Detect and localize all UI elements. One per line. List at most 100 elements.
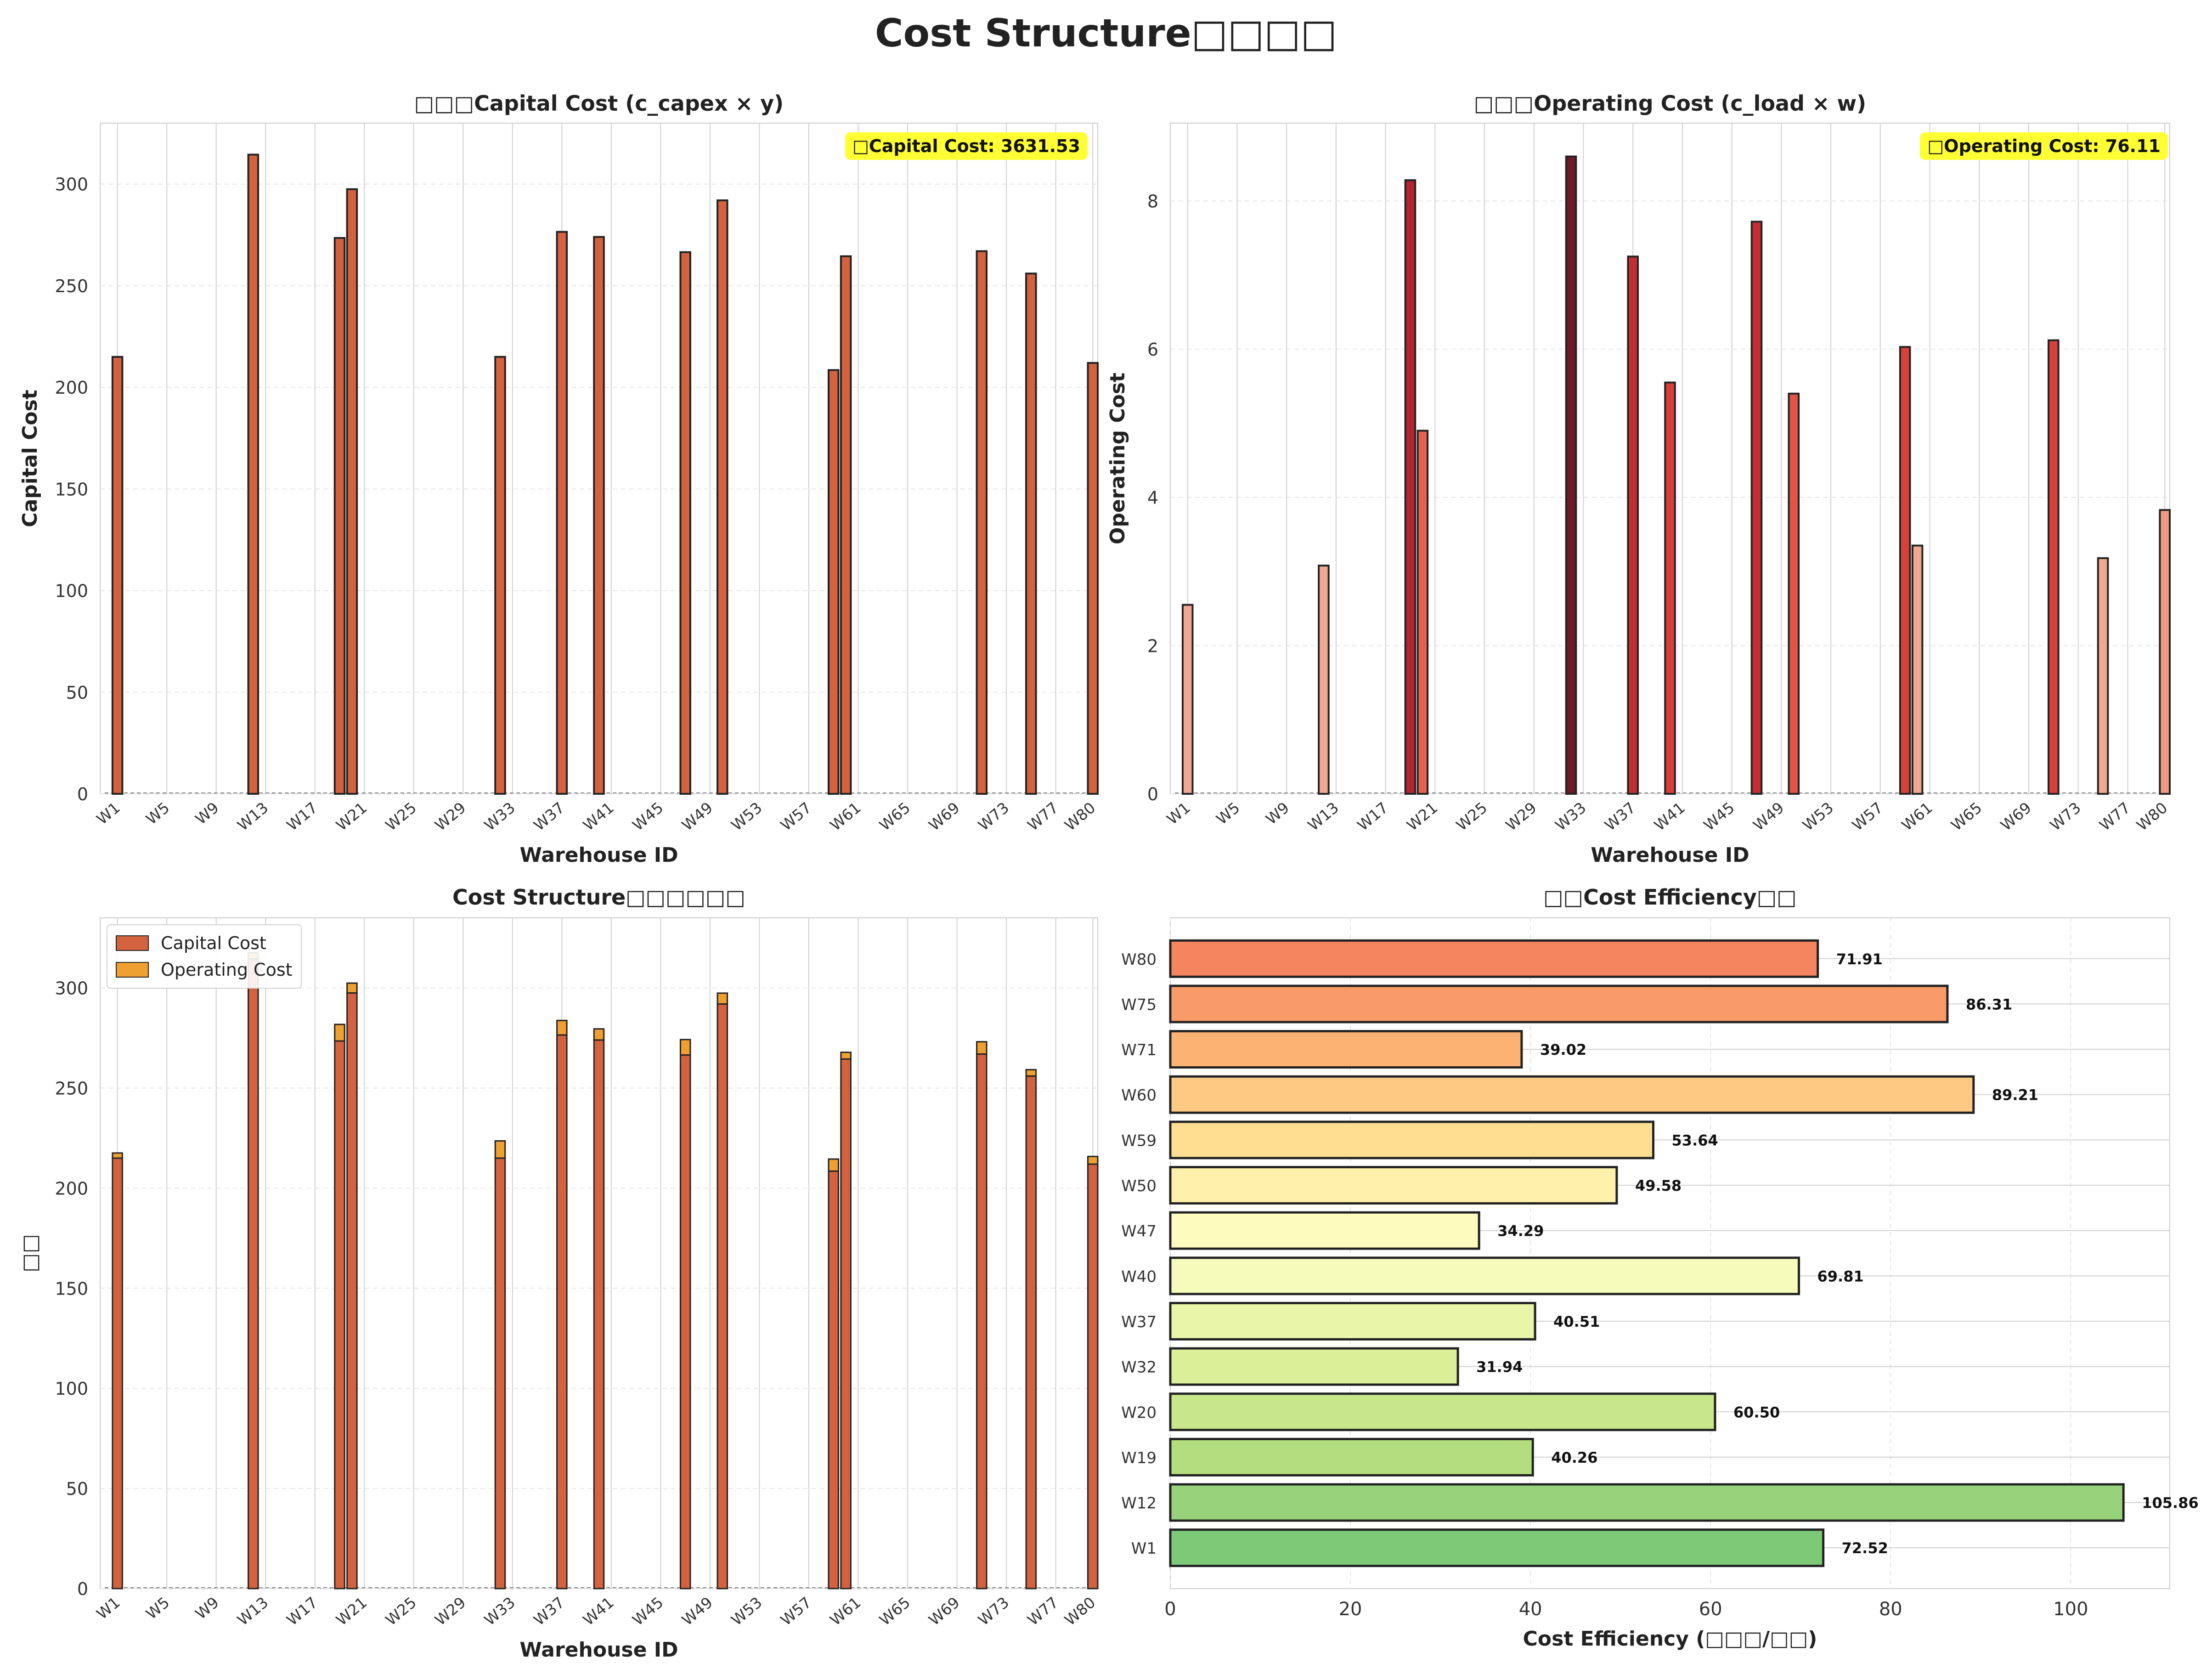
y-tick-label: 0 (1147, 784, 1158, 804)
x-tick-label: W57 (777, 798, 815, 834)
x-tick-label: W37 (530, 1593, 568, 1629)
efficiency-value-label: 71.91 (1836, 950, 1883, 968)
x-tick-label: W65 (876, 1593, 914, 1629)
operating-cost-bar (717, 992, 728, 1005)
efficiency-value-label: 105.86 (2142, 1494, 2198, 1512)
y-tick-label: 6 (1147, 339, 1158, 360)
x-tick-label: W17 (1354, 798, 1392, 834)
x-tick-label: W29 (431, 798, 469, 834)
efficiency-value-label: 31.94 (1476, 1358, 1523, 1376)
capital-cost-bar (333, 237, 346, 795)
x-tick-label: 40 (1519, 1599, 1542, 1620)
y-tick-label: 150 (55, 479, 88, 499)
capital-cost-bar (1025, 272, 1037, 795)
capital-cost-plot: 0 50 100 150 200 250 300 W1 W5 W9 W13 W17 W21 W25 W29 W… (18, 123, 1099, 867)
operating-cost-bar (1565, 155, 1577, 795)
x-tick-label: W53 (728, 1593, 765, 1629)
y-tick-label: W75 (1121, 996, 1157, 1014)
x-tick-label: W77 (1024, 798, 1062, 834)
capital-cost-bar (346, 188, 358, 795)
efficiency-value-label: 49.58 (1635, 1177, 1682, 1194)
capital-cost-bar (840, 255, 852, 795)
y-tick-label: 4 (1147, 488, 1158, 508)
capital-cost-bar (717, 199, 728, 795)
capital-cost-bar (593, 1039, 605, 1589)
y-tick-label: W71 (1121, 1041, 1157, 1059)
x-axis-label: Warehouse ID (519, 843, 678, 867)
legend-label-operating: Operating Cost (161, 960, 293, 980)
efficiency-bar (1169, 1075, 1975, 1114)
x-tick-label: W73 (975, 1593, 1012, 1629)
x-tick-label: W73 (975, 798, 1012, 834)
x-tick-label: W45 (629, 1593, 666, 1629)
y-tick-label: 0 (77, 784, 88, 804)
y-tick-label: W12 (1121, 1494, 1157, 1513)
x-tick-label: W1 (93, 798, 124, 828)
plot-area (1170, 917, 2170, 1589)
operating-cost-bar (1181, 604, 1194, 795)
efficiency-value-label: 40.26 (1551, 1449, 1597, 1466)
capital-cost-bar (111, 356, 124, 795)
operating-cost-bar (2159, 509, 2171, 795)
operating-cost-bar (1899, 346, 1911, 795)
efficiency-value-label: 40.51 (1553, 1313, 1600, 1330)
x-tick-label: W57 (1849, 798, 1886, 834)
operating-cost-bar (1788, 392, 1800, 795)
efficiency-bar (1169, 1302, 1536, 1341)
x-tick-label: W41 (580, 798, 617, 834)
legend-swatch-capital (116, 935, 149, 951)
x-tick-label: 60 (1699, 1599, 1722, 1620)
x-tick-label: W65 (1947, 798, 1985, 834)
x-tick-label: W29 (431, 1593, 469, 1629)
x-tick-label: W80 (1061, 798, 1099, 834)
x-axis-label: Warehouse ID (519, 1638, 678, 1662)
efficiency-bar (1169, 1347, 1459, 1386)
legend-swatch-operating (116, 962, 149, 978)
cost-structure-plot: 0 50 100 150 200 250 300 W1 W5 W9 W13 W17 W21 W25 W29 W… (18, 917, 1099, 1662)
y-tick-label: 250 (55, 276, 88, 296)
y-axis-label: Capital Cost (18, 390, 42, 527)
efficiency-bar (1169, 1528, 1825, 1567)
capital-cost-bar (840, 1058, 852, 1589)
x-tick-label: W1 (93, 1593, 124, 1623)
x-tick-label: 20 (1339, 1599, 1362, 1620)
operating-cost-bar (1664, 381, 1676, 795)
y-tick-label: 250 (55, 1078, 88, 1098)
cost-efficiency-plot: 0 20 40 60 80 100 W1 72.52 W12 105.86 W19 40.26 W20 6… (1121, 917, 2199, 1651)
x-tick-label: W77 (2096, 798, 2133, 834)
x-tick-label: 80 (1879, 1599, 1902, 1620)
x-tick-label: W21 (333, 798, 370, 834)
x-tick-label: W9 (192, 1593, 222, 1623)
operating-cost-bar (346, 982, 358, 994)
efficiency-value-label: 86.31 (1966, 996, 2012, 1013)
x-tick-label: W45 (629, 798, 666, 834)
operating-cost-bar (1750, 221, 1763, 795)
capital-cost-bar (976, 250, 988, 795)
operating-cost-bar (1627, 255, 1639, 795)
capital-cost-chart: □□□Capital Cost (c_capex × y) 0 50 100 150 2… (0, 0, 1106, 867)
x-tick-label: W25 (1453, 798, 1490, 834)
x-tick-label: W5 (1213, 798, 1243, 828)
x-tick-label: W49 (678, 798, 716, 834)
efficiency-value-label: 72.52 (1842, 1539, 1888, 1557)
operating-cost-bar (2048, 339, 2060, 795)
capital-cost-bar (248, 958, 259, 1589)
efficiency-bar (1169, 939, 1819, 978)
cost-efficiency-title: □□Cost Efficiency□□ (1543, 885, 1797, 910)
capital-cost-title: □□□Capital Cost (c_capex × y) (414, 91, 784, 116)
operating-cost-bar (556, 1019, 568, 1036)
capital-cost-bar (679, 1054, 691, 1589)
efficiency-value-label: 60.50 (1733, 1403, 1780, 1421)
y-tick-label: 50 (66, 1479, 88, 1499)
operating-cost-bar (1025, 1069, 1037, 1077)
x-tick-label: W61 (826, 1593, 864, 1629)
operating-cost-bar (593, 1028, 605, 1041)
y-tick-label: W20 (1121, 1403, 1157, 1422)
capital-total-badge: □Capital Cost: 3631.53 (845, 132, 1088, 160)
x-tick-label: W13 (234, 1593, 271, 1629)
y-tick-label: W19 (1121, 1449, 1157, 1467)
efficiency-value-label: 39.02 (1540, 1041, 1586, 1058)
operating-cost-chart: □□□Operating Cost (c_load × w) 0 2 4 6 8 W1 W5… (1106, 0, 2212, 867)
capital-cost-bar (334, 1040, 345, 1589)
efficiency-bar (1169, 1256, 1800, 1295)
